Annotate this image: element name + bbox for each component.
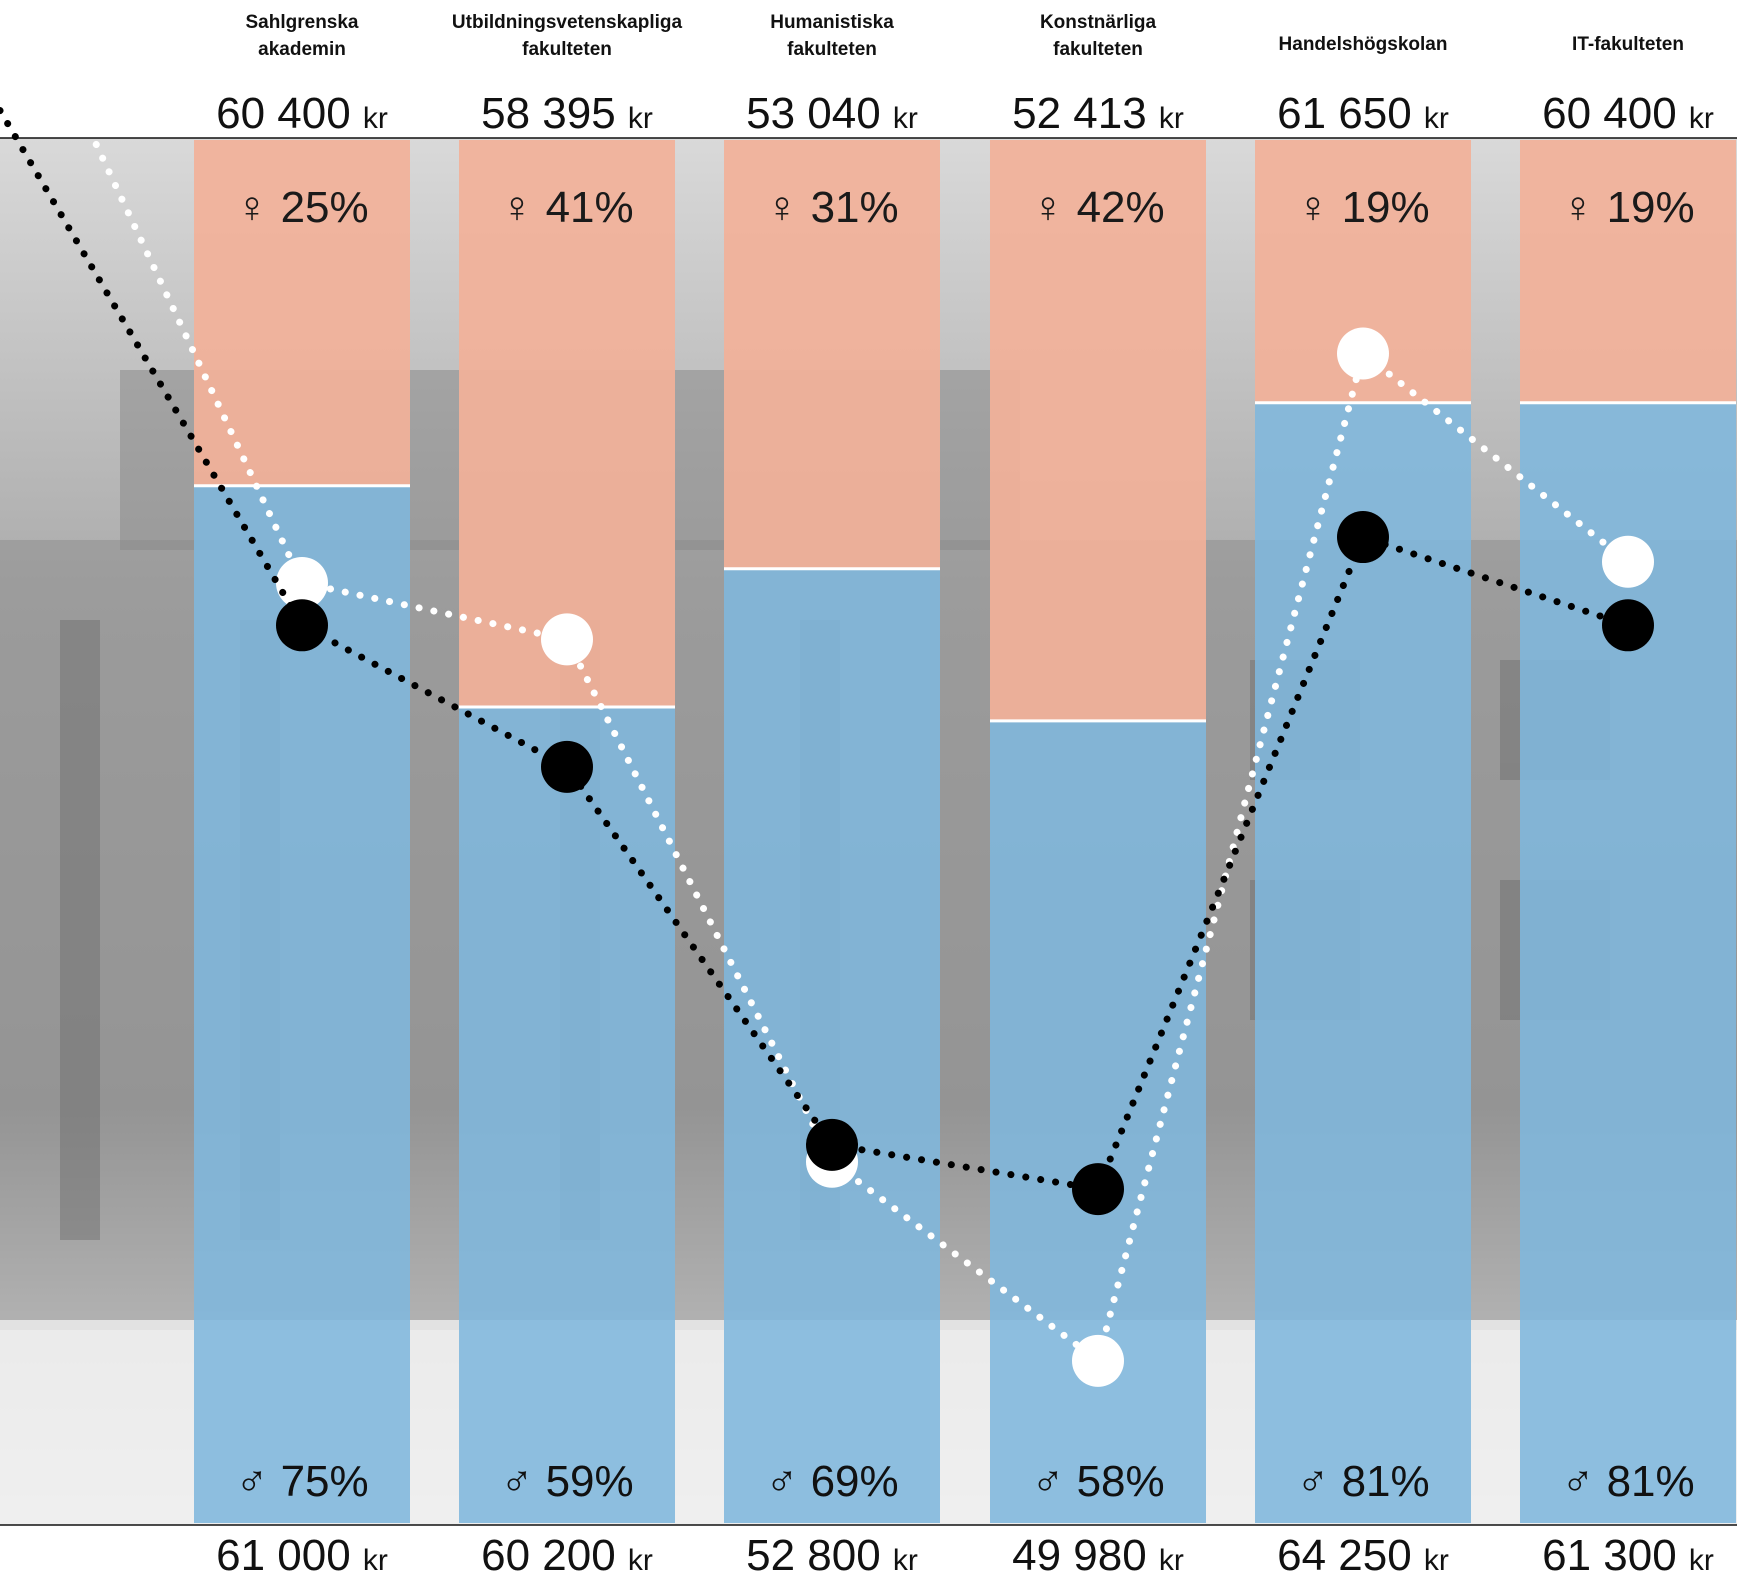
male-bar [990, 720, 1206, 1523]
currency-unit: kr [1159, 102, 1184, 135]
currency-unit: kr [1159, 1544, 1184, 1575]
currency-unit: kr [1689, 102, 1714, 135]
male-share-label: ♂ 59% [500, 1457, 633, 1506]
male-bar [724, 568, 940, 1523]
female-bar [459, 140, 675, 708]
top-salary-label: 53 040 kr [746, 89, 918, 138]
female-bar [990, 140, 1206, 721]
faculty-name: fakulteten [522, 39, 612, 60]
white-series-point [276, 556, 328, 609]
male-share-label: ♂ 58% [1031, 1457, 1164, 1506]
bottom-salary-label: 61 000 kr [216, 1531, 388, 1575]
currency-unit: kr [1689, 1544, 1714, 1575]
top-salary-label: 58 395 kr [481, 89, 653, 138]
female-bar [194, 140, 410, 486]
male-share-label: ♂ 69% [765, 1457, 898, 1506]
black-series-point [276, 599, 328, 652]
male-share-label: ♂ 81% [1296, 1457, 1429, 1506]
female-share-label: ♀ 31% [765, 183, 898, 232]
male-bar [194, 485, 410, 1523]
white-series-point [541, 613, 593, 666]
faculty-name: IT-fakulteten [1572, 34, 1684, 55]
bottom-salary-label: 52 800 kr [746, 1531, 918, 1575]
faculty-name: Sahlgrenska [246, 12, 359, 33]
black-series-point [1072, 1163, 1124, 1216]
faculty-name: fakulteten [1053, 39, 1143, 60]
bottom-salary-label: 60 200 kr [481, 1531, 653, 1575]
female-share-label: ♀ 41% [500, 183, 633, 232]
male-bar [1520, 402, 1736, 1523]
black-series-point [541, 740, 593, 793]
faculty-name: Handelshögskolan [1279, 34, 1448, 55]
faculty-name: Utbildningsvetenskapliga [452, 12, 683, 33]
currency-unit: kr [1424, 1544, 1449, 1575]
male-bar [459, 707, 675, 1523]
lines-group [0, 107, 1654, 1387]
female-share-label: ♀ 19% [1296, 183, 1429, 232]
black-series-point [1337, 511, 1389, 564]
black-series-point [806, 1118, 858, 1171]
bottom-salary-label: 64 250 kr [1277, 1531, 1449, 1575]
male-bar [1255, 402, 1471, 1523]
bottom-salary-label: 61 300 kr [1542, 1531, 1714, 1575]
female-bar [724, 140, 940, 569]
currency-unit: kr [363, 102, 388, 135]
currency-unit: kr [628, 102, 653, 135]
currency-unit: kr [893, 102, 918, 135]
top-salary-label: 52 413 kr [1012, 89, 1184, 138]
top-salary-label: 60 400 kr [216, 89, 388, 138]
faculty-name: akademin [258, 39, 346, 60]
bottom-salary-label: 49 980 kr [1012, 1531, 1184, 1575]
white-series-point [1072, 1334, 1124, 1387]
white-series-point [1602, 535, 1654, 588]
male-share-label: ♂ 75% [235, 1457, 368, 1506]
female-bar [1520, 140, 1736, 403]
female-share-label: ♀ 19% [1561, 183, 1694, 232]
currency-unit: kr [1424, 102, 1449, 135]
faculty-name: Humanistiska [770, 12, 894, 33]
faculty-name: Konstnärliga [1040, 12, 1157, 33]
female-share-label: ♀ 25% [235, 183, 368, 232]
bars-group [194, 140, 1736, 1523]
white-series-point [1337, 327, 1389, 380]
faculty-name: fakulteten [787, 39, 877, 60]
black-series-point [1602, 599, 1654, 652]
top-salary-label: 60 400 kr [1542, 89, 1714, 138]
currency-unit: kr [363, 1544, 388, 1575]
currency-unit: kr [628, 1544, 653, 1575]
currency-unit: kr [893, 1544, 918, 1575]
top-salary-label: 61 650 kr [1277, 89, 1449, 138]
female-share-label: ♀ 42% [1031, 183, 1164, 232]
male-share-label: ♂ 81% [1561, 1457, 1694, 1506]
labels-group: Sahlgrenska akademin 60 400 kr 61 000 kr ♀ 2… [216, 12, 1714, 1575]
